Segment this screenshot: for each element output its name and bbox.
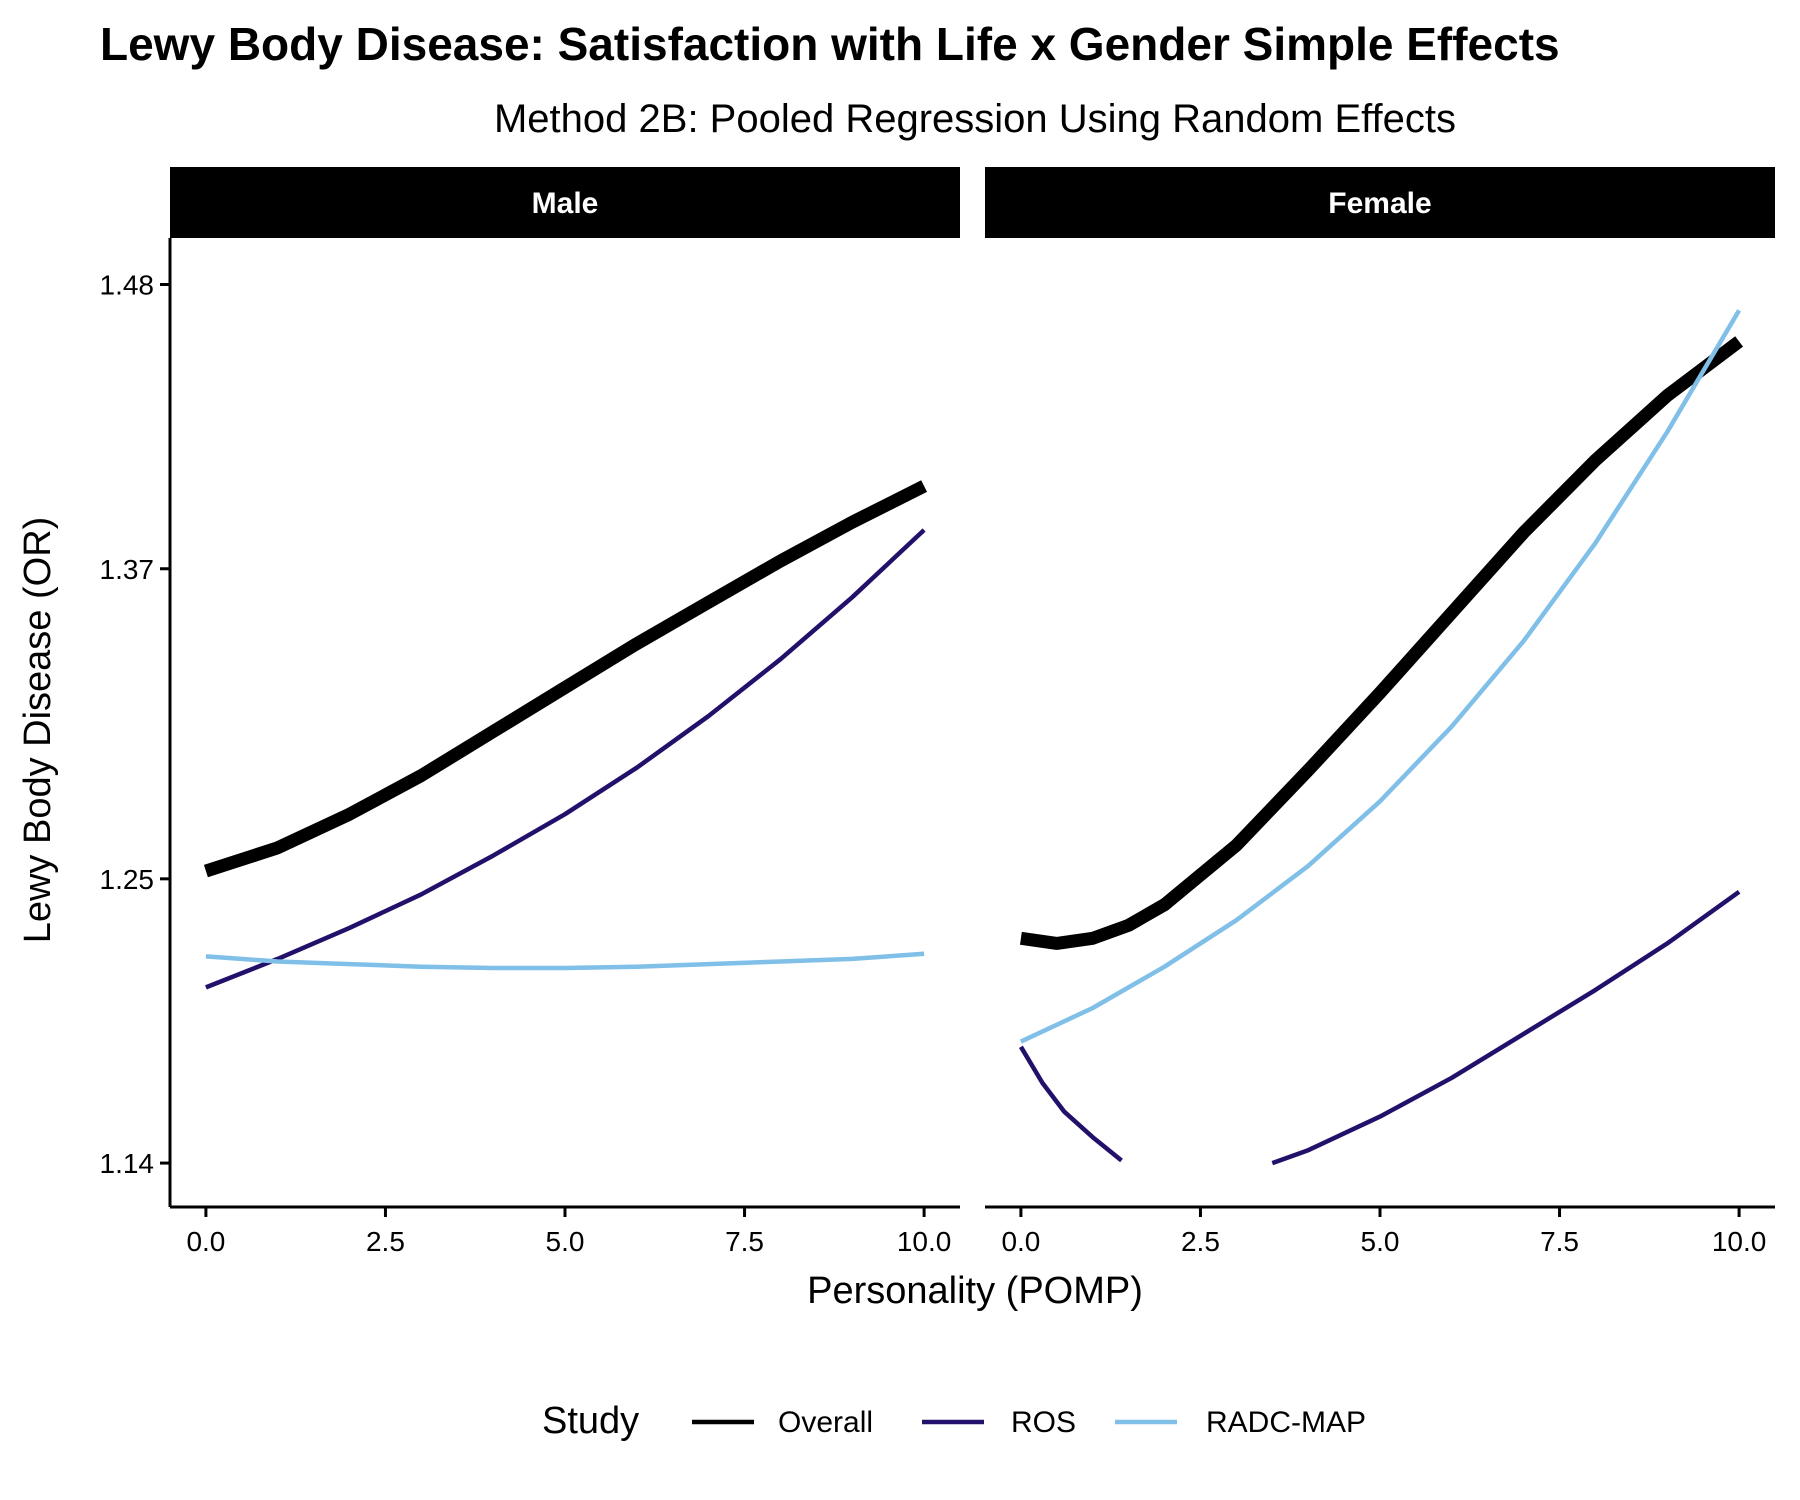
y-axis-title: Lewy Body Disease (OR) xyxy=(17,517,59,944)
axes: 0.0 2.5 5.0 7.5 10.0 0.0 2.5 5.0 7.5 10.0 1.14 1.25… xyxy=(100,238,1775,1257)
panel-strip-label: Male xyxy=(532,187,599,220)
panels: Male Female xyxy=(170,167,1775,1166)
legend-label-radc-map: RADC-MAP xyxy=(1206,1406,1366,1439)
y-tick-label: 1.25 xyxy=(100,864,155,895)
panel-strip xyxy=(985,167,1775,238)
legend: Study Overall ROS RADC-MAP xyxy=(542,1400,1366,1442)
chart-title: Lewy Body Disease: Satisfaction with Lif… xyxy=(100,18,1560,70)
x-tick-label: 5.0 xyxy=(546,1226,585,1257)
panel-female: Female xyxy=(985,167,1775,1166)
x-tick-label: 0.0 xyxy=(186,1226,225,1257)
series-line-overall xyxy=(1019,336,1744,950)
series-line-radc-map xyxy=(1019,309,1742,1044)
x-tick-label: 10.0 xyxy=(897,1226,952,1257)
y-tick-label: 1.14 xyxy=(100,1148,155,1179)
chart-subtitle: Method 2B: Pooled Regression Using Rando… xyxy=(494,97,1456,141)
legend-title: Study xyxy=(542,1400,639,1442)
y-tick-label: 1.37 xyxy=(100,554,155,585)
x-tick-label: 2.5 xyxy=(1181,1226,1220,1257)
series-line-ros xyxy=(205,528,926,990)
x-axis-title: Personality (POMP) xyxy=(807,1270,1143,1312)
panel-male: Male xyxy=(170,167,960,990)
panel-strip xyxy=(170,167,960,238)
series-line-radc-map xyxy=(205,951,925,971)
x-tick-label: 5.0 xyxy=(1361,1226,1400,1257)
x-tick-label: 10.0 xyxy=(1712,1226,1767,1257)
x-tick-label: 2.5 xyxy=(366,1226,405,1257)
x-tick-label: 7.5 xyxy=(1540,1226,1579,1257)
x-tick-label: 7.5 xyxy=(725,1226,764,1257)
x-tick-label: 0.0 xyxy=(1001,1226,1040,1257)
panel-strip-label: Female xyxy=(1328,187,1431,220)
y-tick-label: 1.48 xyxy=(100,270,155,301)
series-line-overall xyxy=(203,480,928,878)
legend-label-ros: ROS xyxy=(1011,1406,1076,1439)
series-line-ros xyxy=(1018,889,1741,1166)
legend-label-overall: Overall xyxy=(778,1406,873,1439)
